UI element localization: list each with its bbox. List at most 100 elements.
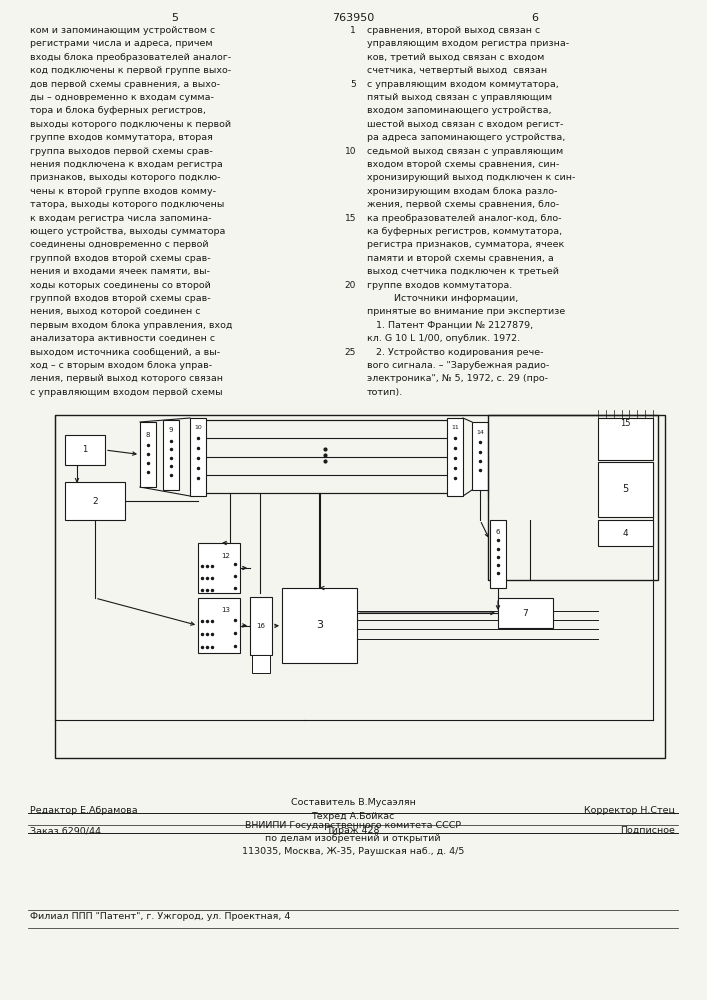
Bar	[447, 418, 463, 496]
Text: выход счетчика подключен к третьей: выход счетчика подключен к третьей	[367, 267, 559, 276]
Text: признаков, выходы которого подклю-: признаков, выходы которого подклю-	[30, 173, 221, 182]
Text: ков, третий выход связан с входом: ков, третий выход связан с входом	[367, 53, 544, 62]
Text: 3: 3	[316, 620, 323, 631]
Text: 6: 6	[532, 13, 539, 23]
Text: хронизирующий выход подключен к син-: хронизирующий выход подключен к син-	[367, 173, 575, 182]
Text: электроника", № 5, 1972, с. 29 (про-: электроника", № 5, 1972, с. 29 (про-	[367, 374, 548, 383]
Text: 5: 5	[622, 485, 629, 494]
Bar	[55, 415, 665, 758]
Text: хронизирующим входам блока разло-: хронизирующим входам блока разло-	[367, 187, 557, 196]
Text: с управляющим входом коммутатора,: с управляющим входом коммутатора,	[367, 80, 559, 89]
Text: регистрами числа и адреса, причем: регистрами числа и адреса, причем	[30, 39, 213, 48]
Bar	[282, 588, 357, 663]
Text: нения и входами ячеек памяти, вы-: нения и входами ячеек памяти, вы-	[30, 267, 210, 276]
Text: первым входом блока управления, вход: первым входом блока управления, вход	[30, 321, 233, 330]
Text: 5: 5	[172, 13, 178, 23]
Text: соединены одновременно с первой: соединены одновременно с первой	[30, 240, 209, 249]
Bar	[163, 420, 179, 490]
Text: ка преобразователей аналог-код, бло-: ка преобразователей аналог-код, бло-	[367, 214, 561, 223]
Text: 8: 8	[146, 432, 151, 438]
Text: ра адреса запоминающего устройства,: ра адреса запоминающего устройства,	[367, 133, 566, 142]
Bar	[190, 418, 206, 496]
Text: группе входов коммутатора.: группе входов коммутатора.	[367, 281, 513, 290]
Text: чены к второй группе входов комму-: чены к второй группе входов комму-	[30, 187, 216, 196]
Bar	[198, 598, 240, 653]
Text: памяти и второй схемы сравнения, а: памяти и второй схемы сравнения, а	[367, 254, 554, 263]
Text: кл. G 10 L 1/00, опублик. 1972.: кл. G 10 L 1/00, опублик. 1972.	[367, 334, 520, 343]
Bar	[198, 543, 240, 593]
Text: Подписное: Подписное	[620, 826, 675, 835]
Bar	[252, 655, 270, 673]
Text: 25: 25	[344, 348, 356, 357]
Bar	[598, 462, 653, 517]
Bar	[498, 598, 553, 628]
Text: регистра признаков, сумматора, ячеек: регистра признаков, сумматора, ячеек	[367, 240, 564, 249]
Bar	[472, 422, 488, 490]
Text: принятые во внимание при экспертизе: принятые во внимание при экспертизе	[367, 307, 566, 316]
Text: нения подключена к входам регистра: нения подключена к входам регистра	[30, 160, 223, 169]
Text: ления, первый выход которого связан: ления, первый выход которого связан	[30, 374, 223, 383]
Text: 1: 1	[350, 26, 356, 35]
Text: 7: 7	[522, 608, 528, 617]
Text: Составитель В.Мусаэлян: Составитель В.Мусаэлян	[291, 798, 416, 807]
Text: анализатора активности соединен с: анализатора активности соединен с	[30, 334, 215, 343]
Text: Редактор Е.Абрамова: Редактор Е.Абрамова	[30, 806, 138, 815]
Text: вого сигнала. – "Зарубежная радио-: вого сигнала. – "Зарубежная радио-	[367, 361, 549, 370]
Text: жения, первой схемы сравнения, бло-: жения, первой схемы сравнения, бло-	[367, 200, 559, 209]
Text: Техред А.Бойкас: Техред А.Бойкас	[311, 812, 395, 821]
Text: ходы которых соединены со второй: ходы которых соединены со второй	[30, 281, 211, 290]
Bar	[598, 520, 653, 546]
Text: 16: 16	[257, 623, 266, 629]
Text: ка буферных регистров, коммутатора,: ка буферных регистров, коммутатора,	[367, 227, 562, 236]
Text: счетчика, четвертый выход  связан: счетчика, четвертый выход связан	[367, 66, 547, 75]
Text: 6: 6	[496, 529, 501, 535]
Text: 11: 11	[451, 425, 459, 430]
Text: 10: 10	[344, 147, 356, 156]
Bar	[490, 520, 506, 588]
Text: 763950: 763950	[332, 13, 374, 23]
Text: ход – с вторым входом блока управ-: ход – с вторым входом блока управ-	[30, 361, 212, 370]
Text: выходы которого подключены к первой: выходы которого подключены к первой	[30, 120, 231, 129]
Text: 1. Патент Франции № 2127879,: 1. Патент Франции № 2127879,	[367, 321, 533, 330]
Text: 12: 12	[221, 552, 230, 558]
Text: 1: 1	[83, 446, 88, 454]
Text: дов первой схемы сравнения, а выхо-: дов первой схемы сравнения, а выхо-	[30, 80, 220, 89]
Text: 15: 15	[620, 418, 631, 428]
Text: ВНИИПИ Государственного комитета СССР: ВНИИПИ Государственного комитета СССР	[245, 821, 461, 830]
Text: 9: 9	[169, 428, 173, 434]
Text: 20: 20	[344, 281, 356, 290]
Text: Корректор Н.Стец: Корректор Н.Стец	[584, 806, 675, 815]
Text: пятый выход связан с управляющим: пятый выход связан с управляющим	[367, 93, 552, 102]
Text: нения, выход которой соединен с: нения, выход которой соединен с	[30, 307, 201, 316]
Text: код подключены к первой группе выхо-: код подключены к первой группе выхо-	[30, 66, 231, 75]
Bar	[598, 418, 653, 460]
Text: тора и блока буферных регистров,: тора и блока буферных регистров,	[30, 106, 206, 115]
Text: группой входов второй схемы срав-: группой входов второй схемы срав-	[30, 294, 211, 303]
Text: 14: 14	[476, 430, 484, 435]
Text: Тираж 428: Тираж 428	[326, 826, 380, 835]
Text: 2. Устройство кодирования рече-: 2. Устройство кодирования рече-	[367, 348, 544, 357]
Text: группа выходов первой схемы срав-: группа выходов первой схемы срав-	[30, 147, 213, 156]
Text: 5: 5	[350, 80, 356, 89]
Text: 4: 4	[623, 528, 629, 538]
Text: по делам изобретений и открытий: по делам изобретений и открытий	[265, 834, 440, 843]
Text: ющего устройства, выходы сумматора: ющего устройства, выходы сумматора	[30, 227, 226, 236]
Text: Источники информации,: Источники информации,	[367, 294, 518, 303]
Text: к входам регистра числа запомина-: к входам регистра числа запомина-	[30, 214, 211, 223]
Text: ды – одновременно к входам сумма-: ды – одновременно к входам сумма-	[30, 93, 214, 102]
Text: группе входов коммутатора, вторая: группе входов коммутатора, вторая	[30, 133, 213, 142]
Bar	[488, 415, 658, 580]
Text: 13: 13	[221, 607, 230, 613]
Text: 113035, Москва, Ж-35, Раушская наб., д. 4/5: 113035, Москва, Ж-35, Раушская наб., д. …	[242, 847, 464, 856]
Text: сравнения, второй выход связан с: сравнения, второй выход связан с	[367, 26, 540, 35]
Text: управляющим входом регистра призна-: управляющим входом регистра призна-	[367, 39, 569, 48]
Text: седьмой выход связан с управляющим: седьмой выход связан с управляющим	[367, 147, 563, 156]
Text: татора, выходы которого подключены: татора, выходы которого подключены	[30, 200, 224, 209]
Text: выходом источника сообщений, а вы-: выходом источника сообщений, а вы-	[30, 348, 220, 357]
Text: Заказ 6290/44: Заказ 6290/44	[30, 826, 101, 835]
Text: 15: 15	[344, 214, 356, 223]
Text: 2: 2	[92, 496, 98, 506]
Text: входом второй схемы сравнения, син-: входом второй схемы сравнения, син-	[367, 160, 559, 169]
Text: шестой выход связан с входом регист-: шестой выход связан с входом регист-	[367, 120, 563, 129]
Text: тотип).: тотип).	[367, 388, 403, 397]
